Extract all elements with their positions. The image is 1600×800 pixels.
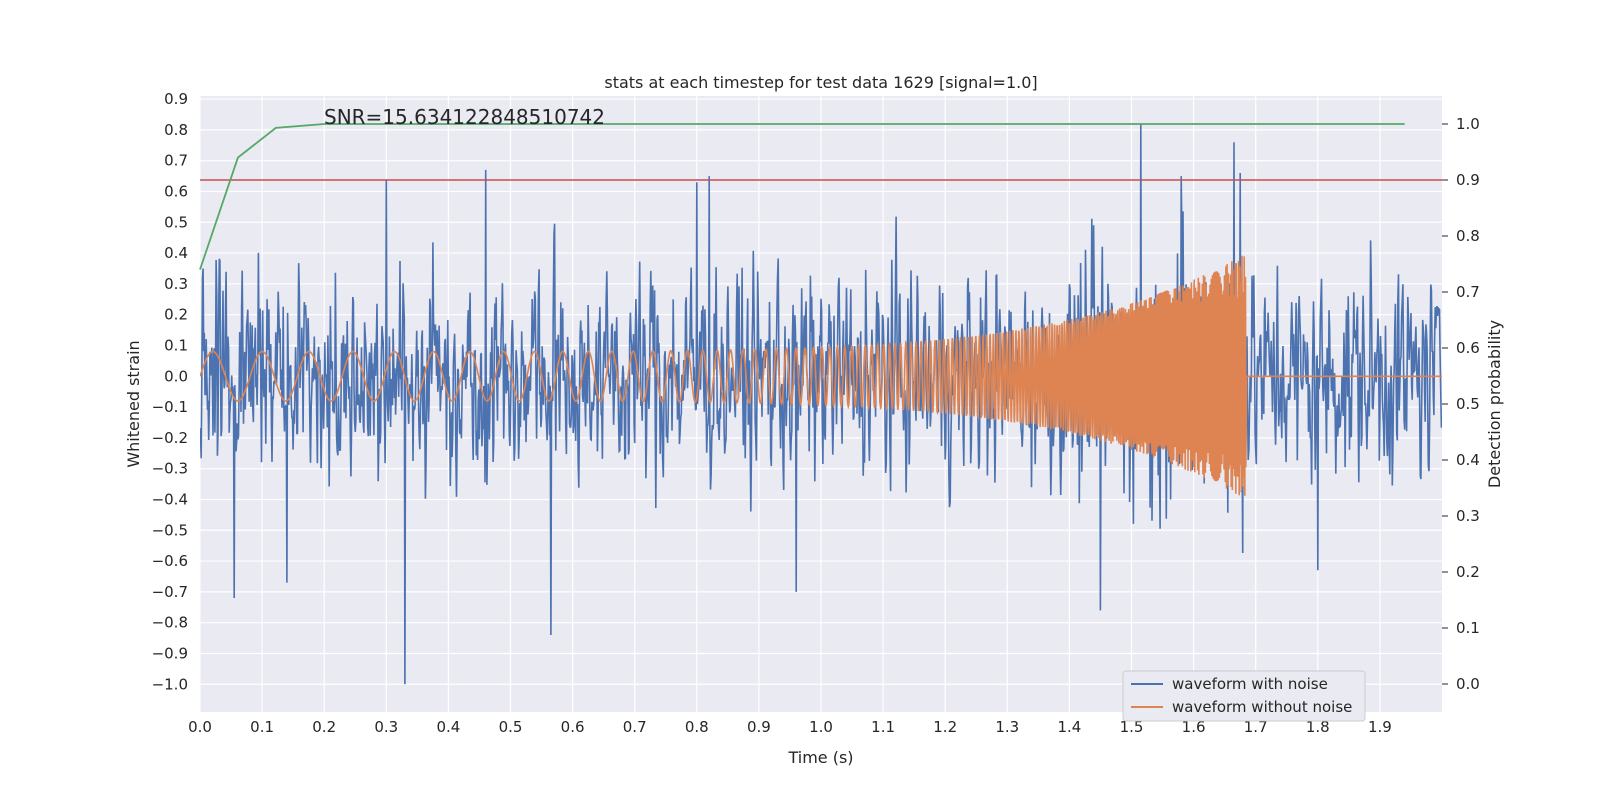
x-tick-label: 1.5 bbox=[1120, 718, 1144, 736]
y-right-tick-label: 0.0 bbox=[1456, 675, 1480, 693]
y-left-tick-label: −0.5 bbox=[152, 521, 188, 539]
y-axis-right-ticks: 1.0 0.9 0.8 0.7 0.6 0.5 0.4 0.3 0.2 0.1 0.0 bbox=[1442, 115, 1480, 693]
legend-label-clean: waveform without noise bbox=[1172, 698, 1352, 716]
y-right-tick-label: 0.6 bbox=[1456, 339, 1480, 357]
y-axis-left-label: Whitened strain bbox=[124, 340, 143, 467]
series-group bbox=[199, 123, 1442, 685]
y-left-tick-label: −0.3 bbox=[152, 460, 188, 478]
x-tick-label: 0.9 bbox=[747, 718, 771, 736]
x-axis-ticks: 0.0 0.1 0.2 0.3 0.4 0.5 0.6 0.7 0.8 0.9 1.0 1.1 1.2 1… bbox=[188, 718, 1392, 736]
y-right-tick-label: 0.3 bbox=[1456, 507, 1480, 525]
y-left-tick-label: 0.3 bbox=[164, 275, 188, 293]
x-tick-label: 0.0 bbox=[188, 718, 212, 736]
y-left-tick-label: −0.7 bbox=[152, 583, 188, 601]
legend-label-noise: waveform with noise bbox=[1172, 675, 1328, 693]
x-tick-label: 1.7 bbox=[1244, 718, 1268, 736]
snr-annotation: SNR=15.634122848510742 bbox=[324, 105, 605, 129]
x-tick-label: 1.9 bbox=[1368, 718, 1392, 736]
y-left-tick-label: −0.9 bbox=[152, 644, 188, 662]
y-left-tick-label: 0.9 bbox=[164, 90, 188, 108]
legend-box bbox=[1122, 670, 1366, 722]
x-tick-label: 0.1 bbox=[250, 718, 274, 736]
y-left-tick-label: 0.0 bbox=[164, 367, 188, 385]
y-right-tick-label: 1.0 bbox=[1456, 115, 1480, 133]
x-tick-label: 0.6 bbox=[561, 718, 585, 736]
y-right-tick-label: 0.7 bbox=[1456, 283, 1480, 301]
legend: waveform with noise waveform without noi… bbox=[1122, 670, 1366, 722]
y-right-tick-label: 0.8 bbox=[1456, 227, 1480, 245]
y-left-tick-label: −0.8 bbox=[152, 614, 188, 632]
y-left-tick-label: 0.7 bbox=[164, 152, 188, 170]
y-axis-left-ticks: 0.9 0.8 0.7 0.6 0.5 0.4 0.3 0.2 0.1 0.0 −0.1 −0.2 −0… bbox=[152, 90, 188, 693]
chart-title: stats at each timestep for test data 162… bbox=[604, 73, 1037, 92]
x-tick-label: 1.3 bbox=[995, 718, 1019, 736]
y-right-tick-label: 0.5 bbox=[1456, 395, 1480, 413]
x-axis-label: Time (s) bbox=[787, 748, 853, 767]
y-left-tick-label: 0.8 bbox=[164, 121, 188, 139]
y-left-tick-label: −1.0 bbox=[152, 675, 188, 693]
y-left-tick-label: −0.2 bbox=[152, 429, 188, 447]
y-right-tick-label: 0.1 bbox=[1456, 619, 1480, 637]
x-tick-label: 0.7 bbox=[623, 718, 647, 736]
y-left-tick-label: −0.1 bbox=[152, 398, 188, 416]
x-tick-label: 0.3 bbox=[374, 718, 398, 736]
y-right-tick-label: 0.2 bbox=[1456, 563, 1480, 581]
y-left-tick-label: 0.1 bbox=[164, 336, 188, 354]
y-left-tick-label: 0.6 bbox=[164, 182, 188, 200]
y-right-tick-label: 0.9 bbox=[1456, 171, 1480, 189]
y-left-tick-label: 0.4 bbox=[164, 244, 188, 262]
x-tick-label: 1.2 bbox=[933, 718, 957, 736]
y-left-tick-label: 0.5 bbox=[164, 213, 188, 231]
x-tick-label: 0.4 bbox=[436, 718, 460, 736]
y-axis-right-label: Detection probability bbox=[1485, 320, 1504, 488]
x-tick-label: 0.5 bbox=[499, 718, 523, 736]
x-tick-label: 0.2 bbox=[312, 718, 336, 736]
x-tick-label: 1.0 bbox=[809, 718, 833, 736]
x-tick-label: 0.8 bbox=[685, 718, 709, 736]
y-right-tick-label: 0.4 bbox=[1456, 451, 1480, 469]
y-left-tick-label: 0.2 bbox=[164, 306, 188, 324]
x-tick-label: 1.8 bbox=[1306, 718, 1330, 736]
series-line-detection-probability bbox=[199, 123, 1405, 270]
y-left-tick-label: −0.6 bbox=[152, 552, 188, 570]
x-tick-label: 1.1 bbox=[871, 718, 895, 736]
series-line-waveform-without-noise bbox=[200, 255, 1442, 496]
y-left-tick-label: −0.4 bbox=[152, 490, 188, 508]
x-tick-label: 1.6 bbox=[1182, 718, 1206, 736]
x-tick-label: 1.4 bbox=[1057, 718, 1081, 736]
